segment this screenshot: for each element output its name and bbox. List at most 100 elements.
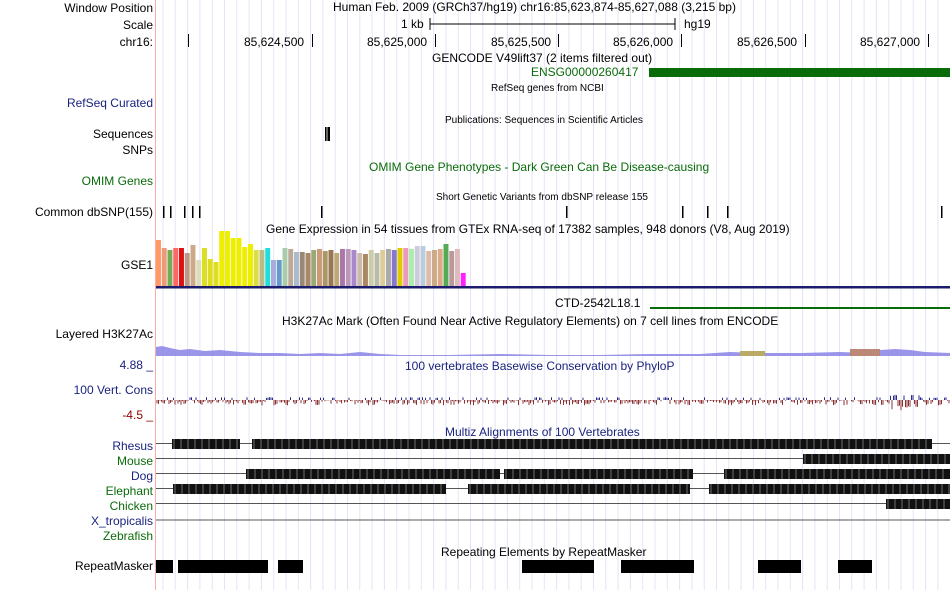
gencode-track-title[interactable]: GENCODE V49lift37 (2 items filtered out)	[432, 51, 653, 65]
gtex-tissue-bar	[202, 248, 207, 286]
gtex-tissue-bar	[432, 250, 437, 286]
gtex-tissue-bar	[271, 260, 276, 286]
dbsnp-track-label[interactable]: Common dbSNP(155)	[34, 205, 153, 219]
gtex-tissue-bar	[386, 249, 391, 286]
gtex-tissue-bar	[363, 254, 368, 286]
gtex-tissue-bar	[397, 248, 403, 286]
assembly-name: hg19	[684, 17, 711, 31]
gtex-tissue-bar	[311, 250, 317, 286]
gtex-tissue-bar	[409, 249, 414, 286]
gtex-tissue-bar	[236, 238, 242, 286]
species-label-dog[interactable]: Dog	[130, 469, 153, 483]
ctd-gene-label[interactable]: CTD-2542L18.1	[555, 296, 641, 310]
repeatmasker-track-label[interactable]: RepeatMasker	[74, 559, 153, 573]
gencode-gene-bar	[649, 68, 950, 77]
gencode-gene-label[interactable]: ENSG00000260417	[531, 65, 639, 79]
h3k27ac-overlay	[740, 351, 765, 356]
scale-value: 1 kb	[401, 17, 424, 31]
omim-track-title: OMIM Gene Phenotypes - Dark Green Can Be…	[369, 160, 710, 174]
gtex-tissue-bar	[426, 251, 432, 286]
gtex-tissue-bar	[288, 249, 294, 286]
h3k27ac-track-label[interactable]: Layered H3K27Ac	[55, 327, 153, 341]
gtex-tissue-bar	[403, 248, 409, 286]
gtex-tissue-bar	[345, 249, 351, 286]
h3k27ac-overlay	[850, 349, 880, 356]
gtex-tissue-bar	[374, 253, 380, 286]
gtex-tissue-bar	[357, 253, 363, 286]
gtex-tissue-bar	[196, 260, 202, 286]
gtex-tissue-bar	[443, 244, 449, 286]
gtex-tissue-bar	[179, 248, 184, 286]
alignment-block	[468, 484, 690, 494]
gtex-track-label[interactable]: GSE1	[120, 258, 153, 272]
gtex-tissue-bar	[265, 248, 271, 286]
repeat-element	[156, 560, 173, 573]
gtex-tissue-bar	[248, 244, 253, 286]
species-label-xtropicalis[interactable]: X_tropicalis	[90, 514, 153, 528]
snp-tick	[192, 206, 194, 218]
species-label-mouse[interactable]: Mouse	[116, 454, 153, 468]
h3k27ac-track-title: H3K27Ac Mark (Often Found Near Active Re…	[282, 314, 779, 328]
phylop-track-label[interactable]: 100 Vert. Cons	[73, 383, 153, 397]
gtex-tissue-bar	[161, 248, 167, 286]
snp-tick	[682, 206, 684, 218]
gtex-tissue-bar	[334, 253, 340, 286]
gtex-tissue-bar	[460, 273, 466, 286]
gtex-tissue-bar	[213, 262, 219, 286]
gtex-tissue-bar	[184, 253, 190, 286]
alignment-block	[246, 469, 500, 479]
species-label-rhesus[interactable]: Rhesus	[112, 439, 153, 453]
snp-tick	[941, 206, 943, 218]
alignment-block	[724, 469, 950, 479]
repeat-element	[178, 560, 268, 573]
phylop-track-title: 100 vertebrates Basewise Conservation by…	[405, 359, 675, 373]
snp-tick	[566, 206, 568, 218]
gtex-tissue-bar	[167, 250, 173, 286]
species-label-chicken[interactable]: Chicken	[109, 499, 153, 513]
gtex-tissue-bar	[328, 250, 334, 286]
position-title: Human Feb. 2009 (GRCh37/hg19) chr16:85,6…	[333, 0, 736, 14]
species-label-elephant[interactable]: Elephant	[105, 484, 153, 498]
publications-track-title: Publications: Sequences in Scientific Ar…	[445, 115, 643, 126]
snp-tick	[321, 206, 323, 218]
publication-sequence-mark-inner	[326, 127, 328, 141]
alignment-block	[709, 484, 950, 494]
snps-track-label[interactable]: SNPs	[122, 143, 153, 157]
gtex-tissue-bar	[340, 249, 345, 286]
gtex-tissue-bar	[299, 252, 305, 286]
snp-tick	[170, 206, 172, 218]
repeat-element	[522, 560, 594, 573]
gtex-tissue-bar	[322, 251, 328, 286]
gtex-track-title: Gene Expression in 54 tissues from GTEx …	[266, 222, 790, 236]
gtex-tissue-bar	[242, 247, 248, 286]
gtex-tissue-bar	[368, 250, 374, 286]
snp-tick	[163, 206, 165, 218]
gtex-tissue-bar	[173, 248, 179, 286]
window-position-label: Window Position	[64, 1, 153, 15]
gtex-tissue-bar	[294, 252, 299, 286]
alignment-block	[504, 469, 693, 479]
ctd-gene-bar	[650, 307, 950, 309]
refseq-track-title: RefSeq genes from NCBI	[491, 83, 604, 94]
ruler-tick-label: 85,626,500	[737, 35, 798, 49]
repeat-element	[838, 560, 872, 573]
phylop-min-value: -4.5 _	[122, 408, 153, 422]
ruler-tick-label: 85,625,000	[367, 35, 428, 49]
gtex-tissue-bar	[391, 250, 397, 286]
repeat-element	[621, 560, 694, 573]
gtex-tissue-bar	[282, 248, 288, 286]
sequences-track-label[interactable]: Sequences	[92, 127, 153, 141]
dbsnp-track-title: Short Genetic Variants from dbSNP releas…	[436, 192, 648, 203]
repeatmasker-track-title: Repeating Elements by RepeatMasker	[441, 545, 647, 559]
ruler-tick-label: 85,626,000	[613, 35, 674, 49]
repeat-element	[758, 560, 801, 573]
species-label-zebrafish[interactable]: Zebrafish	[102, 529, 153, 543]
gtex-tissue-bar	[305, 253, 311, 286]
omim-track-label[interactable]: OMIM Genes	[81, 174, 153, 188]
gtex-separator	[156, 286, 950, 289]
gtex-tissue-bar	[414, 246, 420, 286]
snp-tick	[199, 206, 201, 218]
refseq-track-label[interactable]: RefSeq Curated	[66, 96, 153, 110]
gtex-tissue-bar	[253, 250, 259, 286]
